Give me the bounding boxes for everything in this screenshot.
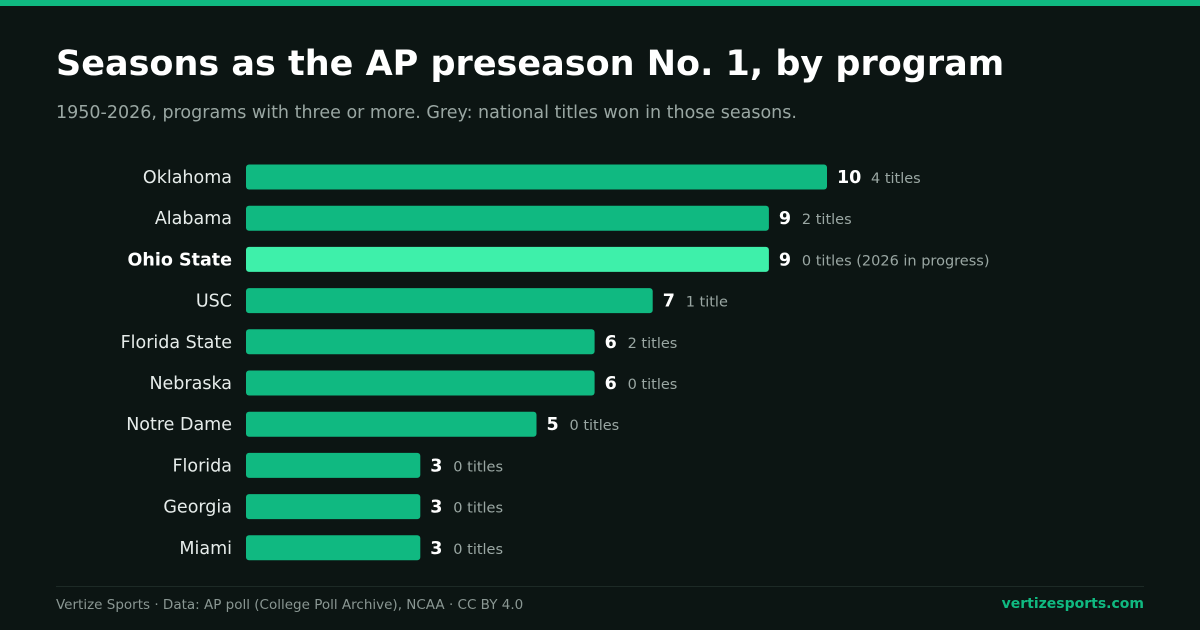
- bar: [246, 411, 537, 437]
- bar: [246, 494, 421, 520]
- accent-top-bar: [0, 0, 1200, 6]
- bar: [246, 535, 421, 561]
- titles-label: 0 titles (2026 in progress): [802, 253, 990, 269]
- category-label: Alabama: [155, 209, 232, 229]
- value-label: 3: [430, 539, 442, 559]
- footer-divider: [56, 586, 1144, 587]
- bar: [246, 288, 653, 314]
- value-label: 3: [430, 498, 442, 518]
- titles-label: 2 titles: [802, 212, 852, 228]
- value-label: 9: [779, 209, 791, 229]
- category-label: Notre Dame: [126, 415, 232, 435]
- bar-chart: Oklahoma 10 4 titles Alabama 9 2 titles Ohio S…: [121, 164, 990, 561]
- bar-row: Alabama 9 2 titles: [155, 205, 852, 231]
- category-label: Nebraska: [149, 374, 232, 394]
- category-label: Miami: [179, 539, 232, 559]
- bar-row: Georgia 3 0 titles: [163, 494, 503, 520]
- bar: [246, 205, 769, 231]
- category-label: Georgia: [163, 498, 232, 518]
- value-label: 9: [779, 250, 791, 270]
- value-label: 3: [430, 456, 442, 476]
- bar: [246, 452, 421, 478]
- bar-row: Florida 3 0 titles: [172, 452, 503, 478]
- bar: [246, 370, 595, 396]
- footer-source: Vertize Sports · Data: AP poll (College …: [56, 597, 524, 613]
- category-label: Florida: [172, 456, 232, 476]
- bar-row: Miami 3 0 titles: [179, 535, 503, 561]
- value-label: 6: [605, 333, 617, 353]
- titles-label: 2 titles: [628, 336, 678, 352]
- category-label: Oklahoma: [143, 168, 232, 188]
- bar-row: USC 7 1 title: [196, 288, 728, 314]
- value-label: 6: [605, 374, 617, 394]
- bar-row: Notre Dame 5 0 titles: [126, 411, 620, 437]
- bar: [246, 246, 769, 272]
- titles-label: 0 titles: [453, 501, 503, 517]
- category-label: Florida State: [121, 333, 232, 353]
- titles-label: 1 title: [686, 295, 728, 311]
- titles-label: 0 titles: [453, 459, 503, 475]
- bar: [246, 329, 595, 355]
- bar: [246, 164, 827, 190]
- titles-label: 4 titles: [871, 171, 921, 187]
- chart-subtitle: 1950-2026, programs with three or more. …: [56, 103, 797, 123]
- category-label: USC: [196, 292, 232, 312]
- bar-row: Oklahoma 10 4 titles: [143, 164, 921, 190]
- titles-label: 0 titles: [453, 542, 503, 558]
- titles-label: 0 titles: [628, 377, 678, 393]
- chart-title: Seasons as the AP preseason No. 1, by pr…: [56, 44, 1005, 84]
- footer-site-link[interactable]: vertizesports.com: [1001, 596, 1144, 612]
- titles-label: 0 titles: [570, 418, 620, 434]
- value-label: 7: [663, 292, 675, 312]
- bar-row: Nebraska 6 0 titles: [149, 370, 678, 396]
- value-label: 5: [547, 415, 559, 435]
- category-label: Ohio State: [128, 250, 233, 270]
- bar-row: Florida State 6 2 titles: [121, 329, 678, 355]
- bar-row: Ohio State 9 0 titles (2026 in progress): [128, 246, 990, 272]
- value-label: 10: [837, 168, 861, 188]
